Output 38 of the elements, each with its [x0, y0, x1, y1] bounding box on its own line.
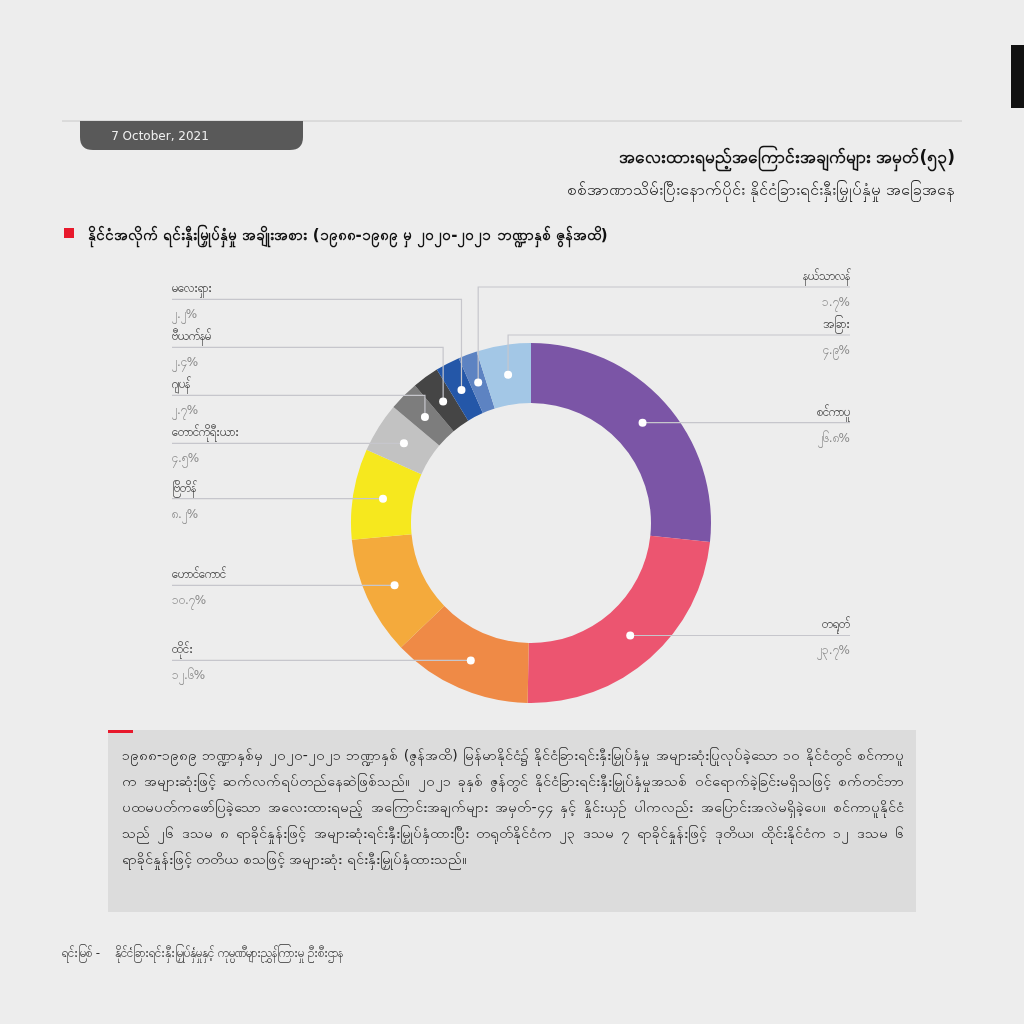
slice-label: စင်ကာပူ: [817, 403, 850, 422]
slice-label: ဟောင်ကောင်: [172, 566, 226, 582]
data-label: ၁၀.၇%: [172, 593, 207, 611]
donut-slice: [527, 535, 710, 703]
slice-label: ဗီယက်နမ်: [172, 328, 211, 347]
data-label: ၂၆.၈%: [817, 429, 850, 448]
data-label: ၄.၉%: [822, 343, 850, 360]
data-label: ၈.၂%: [172, 506, 199, 524]
data-label: ၂၃.၇%: [816, 643, 850, 661]
donut-slice: [414, 369, 469, 432]
data-label: ၁၂.၆%: [172, 667, 206, 686]
text: နိုင်ငံအလိုက် ရင်းနှီးမြှုပ်နှံမှု အချိုးအစား (၁၉၈၈-၁၉၈၉ မှ ၂၀၂၀-၂၀၂၁ ဘဏ္ဍာနှစ် ဇွန်အထိ): [88, 224, 608, 248]
slice-label: တောင်ကိုရီးယား: [172, 424, 239, 443]
donut-slice: [351, 449, 422, 540]
slice-label: အခြား: [823, 315, 850, 334]
slice-label: ထိုင်း: [172, 641, 193, 660]
slice-label: မလေးရှား: [172, 281, 212, 299]
slice-label: ဗြိတိန်: [172, 479, 197, 498]
data-label: ၂.၄%: [172, 355, 199, 373]
donut-slice: [351, 534, 445, 648]
donut-slice: [393, 385, 454, 446]
donut-slice: [458, 351, 495, 414]
data-label: ၄.၅%: [172, 451, 200, 469]
slice-label: တရုတ်: [822, 616, 850, 635]
slice-label: ဂျပန်: [172, 376, 191, 395]
donut-slice: [476, 343, 531, 409]
slice-label: နယ်သာလန်: [803, 268, 851, 286]
donut-slice: [531, 343, 711, 543]
donut-slice: [400, 605, 529, 703]
donut-slice: [436, 358, 483, 421]
chart-title: အလေးထားရမည့်အကြောင်းအချက်များ အမှတ်(၅၃): [618, 145, 955, 172]
data-label: ၁.၇%: [821, 295, 850, 312]
chart-subtitle: စစ်အာဏာသိမ်းပြီးနောက်ပိုင်း နိုင်ငံခြားရင်းနှီးမြှုပ်နှံမှု အခြေအနေ: [566, 180, 955, 202]
data-label: ၂.၂%: [172, 307, 198, 325]
text: ရင်းမြစ် - နိုင်ငံခြားရင်းနှီးမြှုပ်နှံမှုနှင့် ကုမ္ပဏီများညွှန်ကြားမှု ဦးစီးဌာန: [62, 944, 344, 963]
data-label: ၂.၇%: [172, 403, 199, 421]
text: 7 October, 2021: [111, 129, 209, 143]
text: ၁၉၈၈-၁၉၈၉ ဘဏ္ဍာနှစ်မှ ၂၀၂၀-၂၀၂၁ ဘဏ္ဍာနှစ် (ဇွန်အထိ) မြန်မာနိုင်ငံ၌ နိုင်ငံခြားရင်းနှီးမြှုပ်နှံမှု အများဆုံးပြုလုပ်ခဲ့သော ၁၀ နိုင်ငံတွင် စင်ကာပူက အများဆုံးဖြင့် ဆက်လက်ရပ်တည်နေဆဲဖြစ်သည်။ ၂၀၂၁ ခုနှစ် ဇွန်တွင် နိုင်ငံခြားရင်းနှီးမြှုပ်နှံမှုအသစ် ဝင်ရောက်ခဲ့ခြင်းမရှိသဖြင့် စက်တင်ဘာ ပထမပတ်ကဖော်ပြခဲ့သော အလေးထားရမည့် အကြောင်းအချက်များ အမှတ်-၄၄ နှင့် နှိုင်းယှဉ် ပါကလည်း အပြောင်းအလဲမရှိခဲ့ပေ။ စင်ကာပူနိုင်ငံသည် ၂၆ ဒသမ ၈ ရာခိုင်နှုန်းဖြင့် အများဆုံးရင်းနှီးမြှုပ်နှံထားပြီး တရုတ်နိုင်ငံက ၂၃ ဒသမ ၇ ရာခိုင်နှုန်းဖြင့် ဒုတိယ၊ ထိုင်းနိုင်ငံက ၁၂ ဒသမ ၆ ရာခိုင်နှုန်းဖြင့် တတိယ စသဖြင့် အများဆုံး ရင်းနှီးမြှုပ်နှံထားသည်။: [122, 746, 904, 872]
